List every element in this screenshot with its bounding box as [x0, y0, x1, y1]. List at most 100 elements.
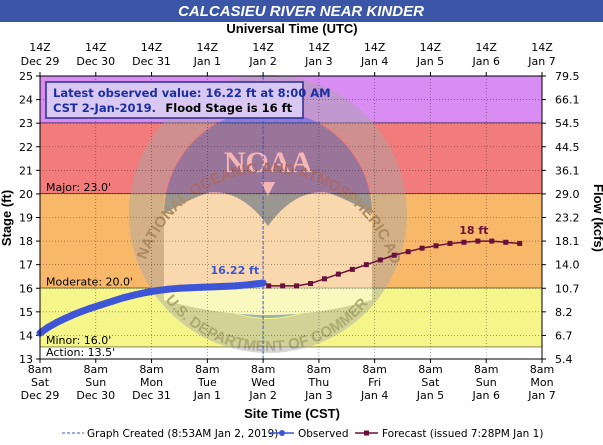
observed-point-18	[220, 282, 228, 290]
forecast-point-14	[461, 239, 467, 245]
bottom-tick-label-6-2: Jan 4	[360, 389, 388, 402]
info-box-frame	[45, 81, 304, 119]
left-tick-label-0: 13	[19, 353, 33, 366]
top-tick-label-5-1: Jan 3	[304, 55, 332, 68]
observed-point-13	[164, 285, 172, 293]
top-tick-label-3-1: Jan 1	[193, 55, 221, 68]
forecast-point-2	[294, 283, 300, 289]
bottom-tick-label-7-1: Sat	[421, 376, 440, 389]
top-tick-label-7-0: 14Z	[420, 41, 442, 54]
forecast-point-5	[335, 271, 341, 277]
top-tick-label-3-0: 14Z	[197, 41, 219, 54]
forecast-point-16	[489, 238, 495, 244]
bottom-tick-label-0-0: 8am	[28, 363, 52, 376]
info-box-line2-date: CST 2-Jan-2019.	[53, 101, 156, 115]
title-bar	[0, 0, 603, 22]
right-tick-label-3: 10.7	[555, 282, 580, 295]
top-tick-label-6-1: Jan 4	[360, 55, 388, 68]
info-box-line1: Latest observed value: 16.22 ft at 8:00 …	[53, 86, 331, 100]
forecast-point-0	[266, 283, 272, 289]
top-tick-label-1-1: Dec 30	[76, 55, 115, 68]
left-tick-label-2: 15	[19, 306, 33, 319]
observed-point-2	[53, 318, 61, 326]
top-tick-label-2-1: Dec 31	[132, 55, 171, 68]
forecast-point-4	[321, 276, 327, 282]
left-tick-label-12: 25	[19, 70, 33, 83]
bottom-tick-label-7-0: 8am	[418, 363, 442, 376]
flood-band-1	[40, 123, 542, 194]
bottom-tick-label-8-2: Jan 6	[471, 389, 499, 402]
bottom-tick-label-3-2: Jan 1	[193, 389, 221, 402]
observed-point-9	[120, 294, 128, 302]
forecast-point-13	[447, 240, 453, 246]
left-tick-label-8: 21	[19, 164, 33, 177]
legend: Graph Created (8:53AM Jan 2, 2019) Obser…	[62, 428, 543, 440]
forecast-peak-label: 18 ft	[459, 224, 488, 237]
bottom-tick-label-9-0: 8am	[530, 363, 554, 376]
right-tick-label-5: 18.1	[555, 235, 580, 248]
right-tick-label-9: 44.5	[555, 141, 580, 154]
observed-point-5	[78, 307, 86, 315]
chart-title: CALCASIEU RIVER NEAR KINDER	[178, 3, 424, 20]
observed-point-20	[242, 281, 250, 289]
top-tick-label-4-1: Jan 2	[248, 55, 276, 68]
bottom-tick-label-3-0: 8am	[195, 363, 219, 376]
right-tick-label-6: 23.2	[555, 212, 580, 225]
bottom-tick-label-6-1: Fri	[368, 376, 381, 389]
top-axis-title: Universal Time (UTC)	[226, 21, 357, 36]
top-tick-label-2-0: 14Z	[141, 41, 163, 54]
flood-band-2	[40, 193, 542, 289]
bottom-tick-label-1-2: Dec 30	[76, 389, 115, 402]
top-tick-label-0-1: Dec 29	[21, 55, 60, 68]
watermark-noaa-text: NOAA	[224, 146, 313, 179]
bottom-tick-label-1-0: 8am	[84, 363, 108, 376]
bottom-tick-label-6-0: 8am	[362, 363, 386, 376]
observed-value-label: 16.22 ft	[210, 264, 259, 277]
forecast-point-11	[419, 245, 425, 251]
top-tick-label-4-0: 14Z	[252, 41, 274, 54]
observed-point-1	[44, 323, 52, 331]
plot-frame	[39, 75, 543, 360]
bottom-tick-label-4-2: Jan 2	[248, 389, 276, 402]
left-tick-label-9: 22	[19, 141, 33, 154]
right-tick-label-0: 5.4	[555, 353, 573, 366]
legend-forecast-marker	[364, 430, 369, 436]
forecast-point-6	[349, 266, 355, 272]
bottom-tick-label-4-1: Wed	[251, 376, 275, 389]
observed-point-12	[153, 287, 161, 295]
bottom-tick-label-0-1: Sat	[31, 376, 50, 389]
observed-point-14	[175, 284, 183, 292]
right-tick-label-7: 29.0	[555, 188, 580, 201]
right-tick-label-10: 54.5	[555, 117, 580, 130]
forecast-point-1	[280, 283, 286, 289]
data-series: 16.22 ft 18 ft	[36, 76, 523, 359]
left-tick-label-10: 23	[19, 117, 33, 130]
left-axis-title: Stage (ft)	[0, 190, 14, 246]
flood-band-label-3: Minor: 16.0'	[46, 334, 111, 347]
axis-ticks: 13 14 15 16 17 18 19 20 21 22 23 24 25 5.4 6.7 8.2 10.7 1…	[19, 41, 580, 402]
top-tick-label-7-1: Jan 5	[416, 55, 444, 68]
bottom-tick-label-0-2: Dec 29	[21, 389, 60, 402]
observed-point-21	[251, 280, 259, 288]
left-tick-label-3: 16	[19, 282, 33, 295]
forecast-point-18	[517, 240, 523, 246]
observed-point-7	[97, 301, 105, 309]
observed-point-4	[69, 311, 77, 319]
legend-graph-created-label: Graph Created (8:53AM Jan 2, 2019)	[87, 428, 278, 440]
right-tick-label-8: 36.1	[555, 164, 580, 177]
right-tick-label-4: 14.0	[555, 259, 580, 272]
info-box-line2: CST 2-Jan-2019. Flood Stage is 16 ft	[53, 99, 293, 116]
forecast-point-9	[391, 252, 397, 258]
legend-observed-label: Observed	[298, 428, 349, 440]
forecast-point-7	[363, 262, 369, 268]
observed-point-8	[109, 297, 117, 305]
flood-band-labels: Major: 23.0' Moderate: 20.0' Minor: 16.0'A…	[46, 181, 133, 359]
flood-band-label-1: Major: 23.0'	[46, 181, 111, 194]
bottom-tick-label-2-2: Dec 31	[132, 389, 171, 402]
right-axis-title: Flow (kcfs)	[591, 184, 603, 252]
right-tick-label-1: 6.7	[555, 329, 573, 342]
forecast-point-3	[308, 281, 314, 287]
top-tick-label-1-0: 14Z	[85, 41, 107, 54]
bottom-tick-label-4-0: 8am	[251, 363, 275, 376]
forecast-point-17	[503, 239, 509, 245]
